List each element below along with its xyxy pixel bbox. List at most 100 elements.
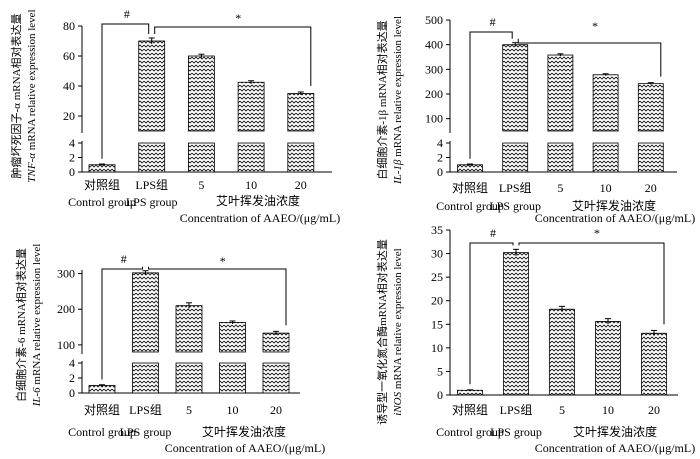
hash-marker: # (490, 226, 496, 240)
x-category-label: LPS组 (129, 403, 162, 417)
x-category-label: LPS组 (135, 178, 168, 192)
bar-group (138, 37, 166, 173)
y-tick-label: 100 (425, 112, 443, 126)
x-axis-title-cn: 艾叶挥发油浓度 (572, 198, 656, 213)
x-category-label-en: Control group (436, 425, 504, 439)
y-tick-label: 300 (57, 267, 75, 281)
bar (132, 272, 159, 353)
x-category-label: 对照组 (452, 403, 488, 417)
y-axis-title-en-rest: mRNA relative expression level (26, 9, 38, 153)
y-axis-title-en: iNOS mRNA relative expression level (392, 248, 404, 415)
bar-group (549, 305, 575, 396)
bar-lower-segment (547, 142, 574, 173)
star-marker: * (592, 19, 598, 33)
y-axis-title-en-italic: iNOS (392, 391, 404, 415)
hash-bracket (101, 266, 143, 380)
y-tick-label: 4 (437, 136, 443, 150)
hash-marker: # (124, 7, 130, 21)
x-category-label: 20 (270, 403, 282, 417)
bar (549, 308, 575, 396)
bar-group (457, 163, 483, 173)
x-axis-title-cn: 艾叶挥发油浓度 (202, 424, 286, 439)
bar-group (503, 248, 529, 396)
bar-lower-segment (237, 142, 265, 173)
x-axis-title-cn: 艾叶挥发油浓度 (573, 424, 657, 439)
hash-marker: # (121, 252, 127, 266)
x-category-label: 5 (557, 181, 563, 195)
bar (175, 305, 203, 353)
bar-lower-segment (287, 142, 315, 173)
bar (219, 322, 246, 353)
y-tick-label: 4 (69, 136, 75, 150)
y-tick-label: 500 (425, 13, 443, 27)
y-tick-label: 5 (437, 364, 443, 378)
bar (138, 40, 166, 132)
y-axis-title-en-italic: TNF-α (26, 153, 38, 183)
bar-lower-segment (132, 362, 159, 394)
bar (237, 81, 265, 132)
x-category-label-en: Control group (68, 195, 136, 209)
star-bracket (148, 266, 287, 326)
y-axis-title-en-rest: mRNA relative expression level (392, 16, 404, 160)
x-category-label: LPS组 (499, 181, 532, 195)
bar (502, 44, 529, 132)
y-tick-label: 0 (437, 388, 443, 402)
y-tick-label: 20 (431, 294, 443, 308)
x-category-label: 对照组 (84, 403, 120, 417)
bar-group (287, 91, 315, 173)
bar-lower-segment (175, 362, 203, 394)
bar (287, 93, 315, 132)
bar-group (502, 42, 529, 173)
bar-lower-segment (187, 142, 215, 173)
y-axis-title-en-rest: mRNA relative expression level (392, 248, 404, 392)
y-tick-label: 400 (425, 38, 443, 52)
x-category-label: 对照组 (452, 181, 488, 195)
y-tick-label: 2 (69, 151, 75, 165)
y-axis-title-cn: 白细胞介素-6 mRNA相对表达量 (14, 248, 28, 402)
y-tick-label: 15 (431, 317, 443, 331)
x-category-label: 5 (186, 403, 192, 417)
x-category-label: 对照组 (84, 178, 120, 192)
bar-group (262, 330, 290, 394)
bar-lower-segment (219, 362, 246, 394)
x-axis-title-en: Concentration of AAEO/(μg/mL) (180, 211, 340, 225)
significance-brackets: # * (469, 15, 662, 159)
bar (187, 55, 215, 132)
y-tick-label: 25 (431, 270, 443, 284)
bar (88, 164, 116, 173)
hash-bracket (101, 23, 150, 159)
y-tick-label: 35 (431, 223, 443, 237)
bar-lower-segment (138, 142, 166, 173)
bar-lower-segment (592, 142, 619, 173)
bar (592, 74, 619, 132)
y-tick-label: 2 (437, 151, 443, 165)
y-tick-label: 200 (425, 87, 443, 101)
bar-lower-segment (502, 142, 529, 173)
y-axis-title-en-italic: IL-6 (31, 387, 43, 407)
bar (641, 332, 667, 396)
star-bracket (154, 26, 312, 86)
bar-group (637, 82, 664, 173)
y-axis-title-cn: 诱导型一氧化氮合酶mRNA相对表达量 (375, 239, 389, 425)
hash-marker: # (490, 15, 496, 29)
star-bracket (517, 38, 662, 77)
x-category-label-en: LPS group (490, 425, 542, 439)
bar-group (592, 73, 619, 173)
y-axis-title-cn: 肿瘤坏死因子-α mRNA相对表达量 (9, 14, 23, 179)
bar-group (641, 329, 667, 396)
y-axis-title-cn: 白细胞介素-1β mRNA相对表达量 (375, 20, 389, 179)
bar-lower-segment (637, 142, 664, 173)
y-tick-label: 4 (69, 356, 75, 370)
x-category-label: 20 (645, 181, 657, 195)
bar-group (88, 163, 116, 173)
x-category-label: LPS组 (500, 403, 533, 417)
bar (503, 252, 529, 396)
y-axis-title-en: IL-6 mRNA relative expression level (31, 244, 43, 408)
bar (637, 83, 664, 132)
hash-bracket (469, 242, 514, 385)
bar (547, 54, 574, 132)
y-tick-label: 200 (57, 302, 75, 316)
y-tick-label: 40 (63, 79, 75, 93)
x-category-label-en: LPS group (126, 195, 178, 209)
y-axis-title-en-italic: IL-1β (392, 159, 404, 185)
